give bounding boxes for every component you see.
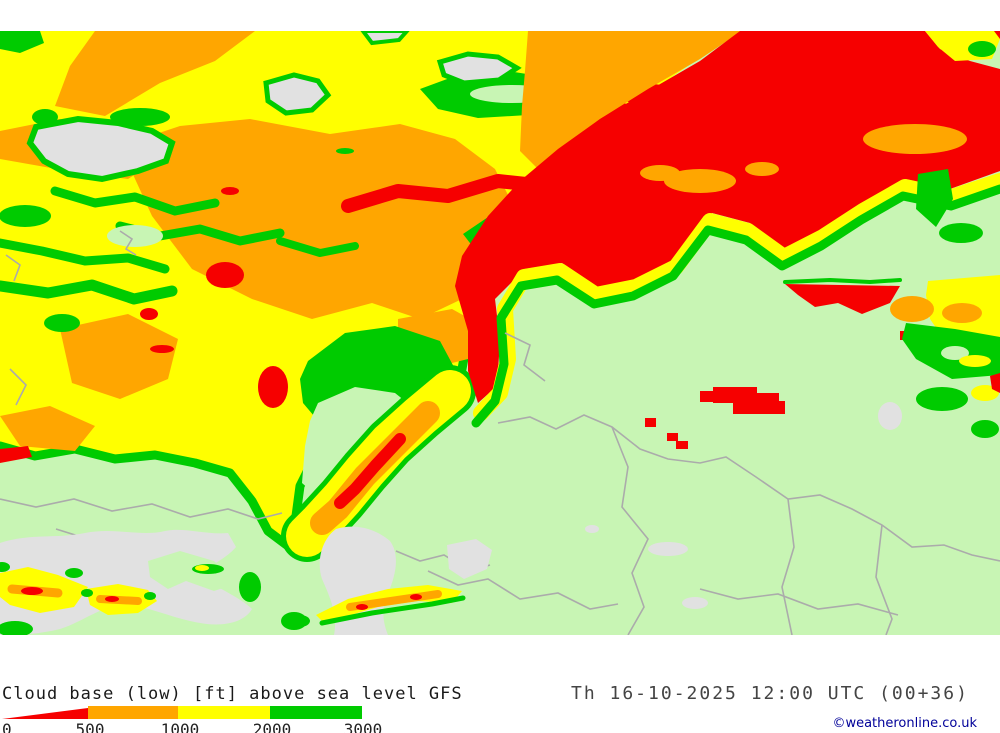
copyright-link[interactable]: ©weatheronline.co.uk <box>832 716 977 731</box>
legend-tick-0: 0 <box>2 720 12 733</box>
lake-north <box>436 51 522 86</box>
legend-segment-green <box>270 706 362 719</box>
lakes <box>26 31 522 183</box>
lake-onega <box>263 72 332 116</box>
forecast-datetime: Th 16-10-2025 12:00 UTC (00+36) <box>571 683 969 704</box>
map-footer: Cloud base (low) [ft] above sea level GF… <box>0 635 1000 733</box>
crimea-peninsula <box>148 551 238 591</box>
map-region-right-edge-greens <box>916 169 983 243</box>
legend-tick-3000: 3000 <box>343 720 383 733</box>
legend-tick-500: 500 <box>75 720 105 733</box>
legend-tick-2000: 2000 <box>252 720 292 733</box>
lake-top-edge <box>360 31 410 46</box>
country-borders <box>0 254 1000 635</box>
legend-colorbar <box>2 706 362 719</box>
map-area <box>0 31 1000 635</box>
map-region-red-bar <box>783 275 1000 438</box>
legend-segment-red <box>2 708 88 719</box>
map-region-red-cluster <box>645 387 785 449</box>
weather-map-canvas <box>0 31 1000 635</box>
legend-segment-orange <box>88 706 178 719</box>
map-region-red-mass-fringe <box>471 173 1000 428</box>
lake-ladoga <box>26 115 176 183</box>
legend-segment-yellow <box>178 706 270 719</box>
map-title: Cloud base (low) [ft] above sea level GF… <box>2 684 463 704</box>
map-region-red-mass <box>455 31 1000 403</box>
legend-tick-1000: 1000 <box>160 720 200 733</box>
coastal-streaks <box>0 562 466 635</box>
map-region-diagonal-band <box>281 365 476 562</box>
map-region-orange-wedge <box>520 31 742 171</box>
legend-ticks: 0 500 1000 2000 3000 <box>0 720 420 733</box>
aral-sea <box>447 539 492 579</box>
